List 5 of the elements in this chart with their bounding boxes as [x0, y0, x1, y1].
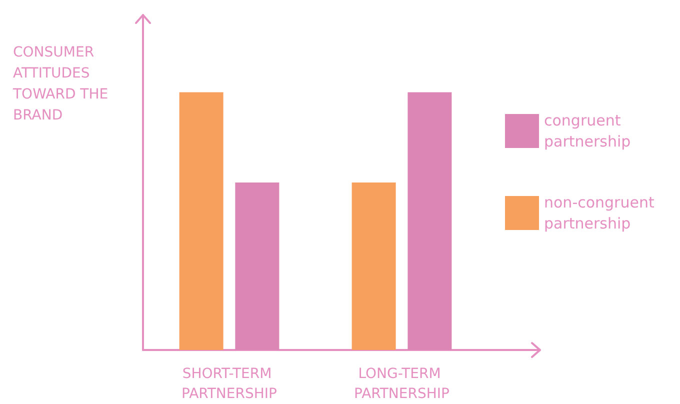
- x-tick-label: LONG-TERM PARTNERSHIP: [354, 366, 450, 402]
- legend-label: non-congruent partnership: [544, 194, 660, 232]
- y-axis-title: CONSUMER ATTITUDES TOWARD THE BRAND: [12, 44, 113, 124]
- legend-label: congruent partnership: [544, 112, 631, 150]
- x-tick-label: SHORT-TERM PARTNERSHIP: [182, 366, 277, 402]
